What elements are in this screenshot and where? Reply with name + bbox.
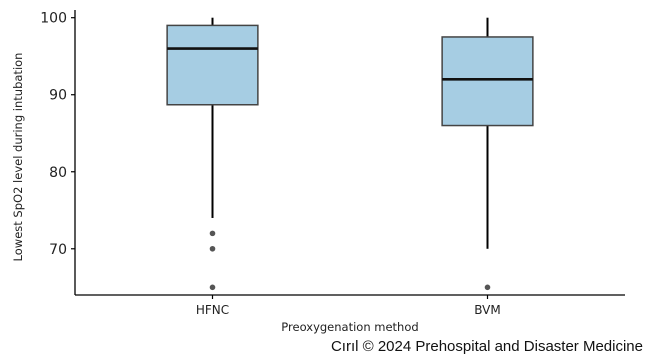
x-axis-title: Preoxygenation method [281,320,418,334]
y-tick-label: 90 [49,88,67,104]
box-bvm [441,36,534,127]
box-hfnc [166,24,259,106]
y-tick-label: 70 [49,242,67,258]
outlier-point [484,284,491,291]
outlier-point [209,230,216,237]
y-tick-label: 100 [40,11,67,27]
outlier-point [209,284,216,291]
x-tick-label: BVM [474,303,500,317]
plot-area: 70 80 90 100 HFNC BVM [40,10,625,317]
y-tick-label: 80 [49,165,67,181]
y-axis-title: Lowest SpO2 level during intubation [11,53,25,262]
copyright-credit: Cırıl © 2024 Prehospital and Disaster Me… [330,338,643,355]
x-tick-label: HFNC [196,303,229,317]
outlier-point [209,245,216,252]
